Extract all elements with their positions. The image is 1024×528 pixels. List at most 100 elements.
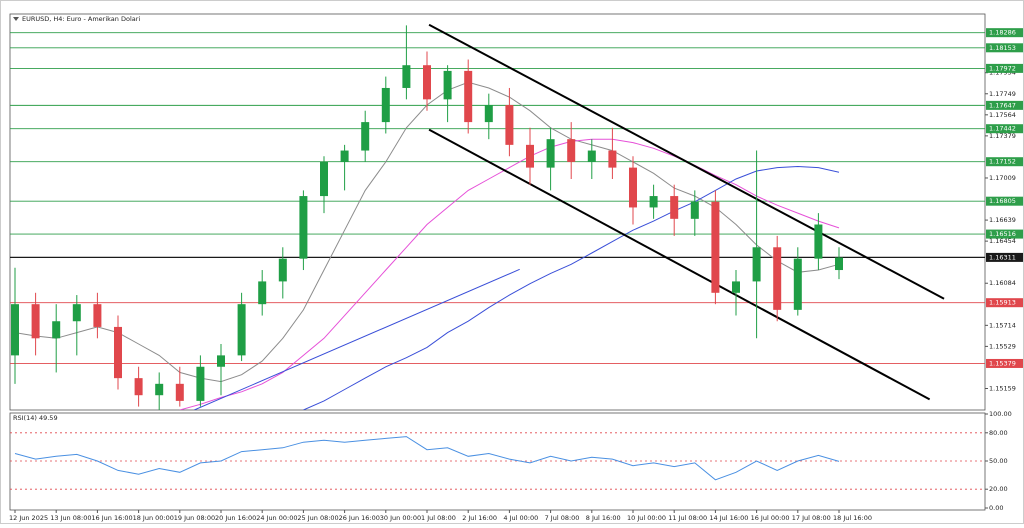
candle-body [629, 167, 637, 208]
candle-body [793, 258, 802, 310]
candle-body [381, 87, 390, 123]
y-tick-label: 1.16454 [989, 237, 1016, 245]
x-tick-label: 25 Jun 08:00 [297, 514, 338, 522]
level-label-box [986, 229, 1023, 239]
candle-body [134, 378, 143, 396]
level-label: 1.17647 [989, 101, 1016, 109]
x-tick-label: 12 Jun 2025 [9, 514, 48, 522]
candle-body [505, 105, 514, 145]
x-tick-label: 18 Jul 16:00 [833, 514, 872, 522]
x-tick-label: 2 Jul 16:00 [462, 514, 497, 522]
axes: 1.15159 1.15529 1.15714 1.16084 1.16454 1.166… [9, 28, 1023, 522]
chart-title: EURUSD, H4: Euro - Amerikan Dolari [22, 15, 140, 23]
level-label-box [986, 196, 1023, 206]
candle-body [773, 247, 782, 310]
candle-body [258, 281, 267, 305]
level-label: 1.17152 [989, 158, 1016, 166]
candle-body [752, 247, 761, 282]
candle-body [31, 304, 40, 339]
candle-body [587, 150, 596, 162]
candle-body [484, 105, 493, 123]
level-label-box [986, 358, 1023, 368]
candle-body [72, 304, 81, 322]
candle-body [340, 150, 349, 162]
level-label-box [986, 100, 1023, 110]
x-tick-label: 7 Jul 08:00 [545, 514, 580, 522]
x-tick-label: 17 Jul 08:00 [792, 514, 831, 522]
x-tick-label: 19 Jun 08:00 [174, 514, 215, 522]
candle-body [814, 224, 823, 259]
candle-body [11, 304, 19, 356]
candle-body [608, 150, 617, 168]
trend-line [194, 268, 520, 410]
candle-body [732, 281, 740, 293]
y-tick-label: 1.15159 [989, 384, 1016, 392]
x-tick-label: 14 Jul 16:00 [709, 514, 748, 522]
rsi-line [14, 436, 840, 481]
y-tick-label: 1.17749 [989, 90, 1016, 98]
y-tick-label: 1.15714 [989, 321, 1016, 329]
x-tick-label: 10 Jul 00:00 [627, 514, 666, 522]
level-label-box [986, 28, 1023, 38]
candle-body [526, 144, 534, 168]
candle-body [567, 139, 576, 162]
candle-body [649, 196, 658, 208]
x-tick-label: 13 Jun 08:00 [50, 514, 91, 522]
candle-body [670, 196, 679, 219]
rsi-title: RSI(14) 49.59 [13, 414, 58, 422]
moving-average [303, 165, 840, 410]
level-label-box [986, 43, 1023, 53]
level-label: 1.15379 [989, 359, 1016, 367]
level-label-box [986, 252, 1023, 262]
candle-body [835, 257, 843, 271]
trend-line [428, 23, 945, 300]
candle-body [175, 383, 184, 401]
rsi-tick-label: 0.00 [989, 504, 1003, 512]
candle-body [93, 304, 102, 327]
rsi-tick-label: 50.00 [989, 457, 1008, 465]
x-tick-label: 24 Jun 00:00 [256, 514, 297, 522]
candle-body [690, 201, 699, 219]
candle-body [155, 383, 164, 396]
price-plot [10, 23, 985, 410]
y-tick-label: 1.16639 [989, 216, 1016, 224]
y-tick-label: 1.17379 [989, 132, 1016, 140]
candle-body [320, 161, 328, 197]
candle-body [299, 196, 308, 259]
candle-body [217, 355, 225, 367]
x-tick-label: 8 Jul 16:00 [586, 514, 621, 522]
candle-body [196, 366, 205, 401]
x-tick-label: 11 Jul 08:00 [668, 514, 707, 522]
rsi-tick-label: 20.00 [989, 485, 1008, 493]
candle-body [278, 258, 287, 282]
x-tick-label: 16 Jun 16:00 [91, 514, 132, 522]
candle-body [546, 139, 555, 168]
candle-body [114, 326, 122, 379]
level-label: 1.17442 [989, 125, 1016, 133]
level-label: 1.16311 [989, 253, 1016, 261]
candle-body [402, 65, 411, 88]
candle-body [443, 70, 452, 100]
level-label-box [986, 63, 1023, 73]
candle-body [464, 70, 473, 123]
trend-line [428, 128, 931, 401]
x-tick-label: 30 Jun 00:00 [380, 514, 421, 522]
moving-average [179, 138, 840, 410]
x-tick-label: 26 Jun 16:00 [339, 514, 380, 522]
candle-body [237, 304, 246, 356]
level-label: 1.17972 [989, 64, 1016, 72]
candle-body [423, 65, 431, 100]
rsi-plot [10, 432, 985, 490]
rsi-tick-label: 100.00 [989, 410, 1012, 418]
level-label: 1.18153 [989, 44, 1016, 52]
y-tick-label: 1.15529 [989, 342, 1016, 350]
candle-body [361, 122, 370, 151]
level-label: 1.16516 [989, 230, 1016, 238]
candle-body [52, 321, 61, 339]
x-tick-label: 4 Jul 00:00 [503, 514, 538, 522]
x-tick-label: 20 Jun 16:00 [215, 514, 256, 522]
rsi-pane [9, 412, 986, 511]
x-tick-label: 16 Jul 00:00 [751, 514, 790, 522]
price-pane [9, 13, 986, 411]
